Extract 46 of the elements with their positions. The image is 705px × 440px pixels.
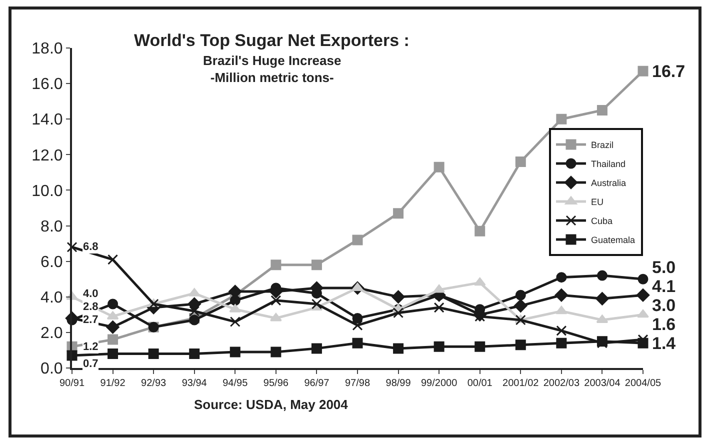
data-label: 0.7 [83,358,98,370]
x-tick-label: 2001/02 [502,378,540,389]
data-label: 1.4 [652,334,676,353]
y-tick-label: 14.0 [32,112,63,129]
source-note: Source: USDA, May 2004 [194,397,349,412]
legend-label: Brazil [591,140,614,150]
data-label: 6.8 [83,241,98,253]
x-tick-label: 93/94 [182,378,208,389]
x-tick-label: 2003/04 [584,378,621,389]
data-label: 1.6 [652,315,676,334]
x-tick-label: 96/97 [304,378,330,389]
chart-title: World's Top Sugar Net Exporters : [134,31,410,50]
x-tick-label: 00/01 [467,378,493,389]
x-tick-label: 94/95 [222,378,248,389]
x-tick-label: 97/98 [344,378,370,389]
data-label: 16.7 [652,62,686,81]
y-tick-label: 10.0 [32,182,63,200]
legend-label: EU [591,197,604,208]
y-tick-label: 6.0 [40,254,63,271]
legend-label: Thailand [591,159,626,170]
data-label: 1.2 [83,341,98,353]
x-tick-label: 98/99 [386,378,412,389]
y-tick-label: 4.0 [40,289,63,306]
data-label: 4.1 [652,277,676,296]
legend-label: Australia [591,178,626,188]
x-tick-label: 99/2000 [420,378,458,389]
text: Brazil's Huge Increase -Million metric tons- [203,53,342,85]
x-tick-label: 92/93 [141,378,167,389]
data-label: 2.7 [83,314,98,326]
legend-label: Guatemala [591,235,636,246]
legend-label: Cuba [591,216,613,226]
y-tick-label: 2.0 [40,325,63,342]
y-tick-label: 8.0 [40,218,63,236]
x-tick-label: 2004/05 [624,378,662,389]
x-tick-label: 95/96 [263,378,289,389]
y-tick-label: 12.0 [32,147,63,164]
x-tick-label: 90/91 [59,378,85,389]
y-tick-label: 18.0 [32,40,63,58]
y-tick-label: 16.0 [32,76,63,94]
data-label: 3.0 [652,296,676,315]
y-tick-label: 0.0 [40,360,63,378]
data-label: 4.0 [83,288,98,300]
data-label: 5.0 [652,258,676,277]
data-label: 2.8 [83,301,98,313]
x-tick-label: 91/92 [100,378,126,389]
x-tick-label: 2002/03 [543,378,580,389]
